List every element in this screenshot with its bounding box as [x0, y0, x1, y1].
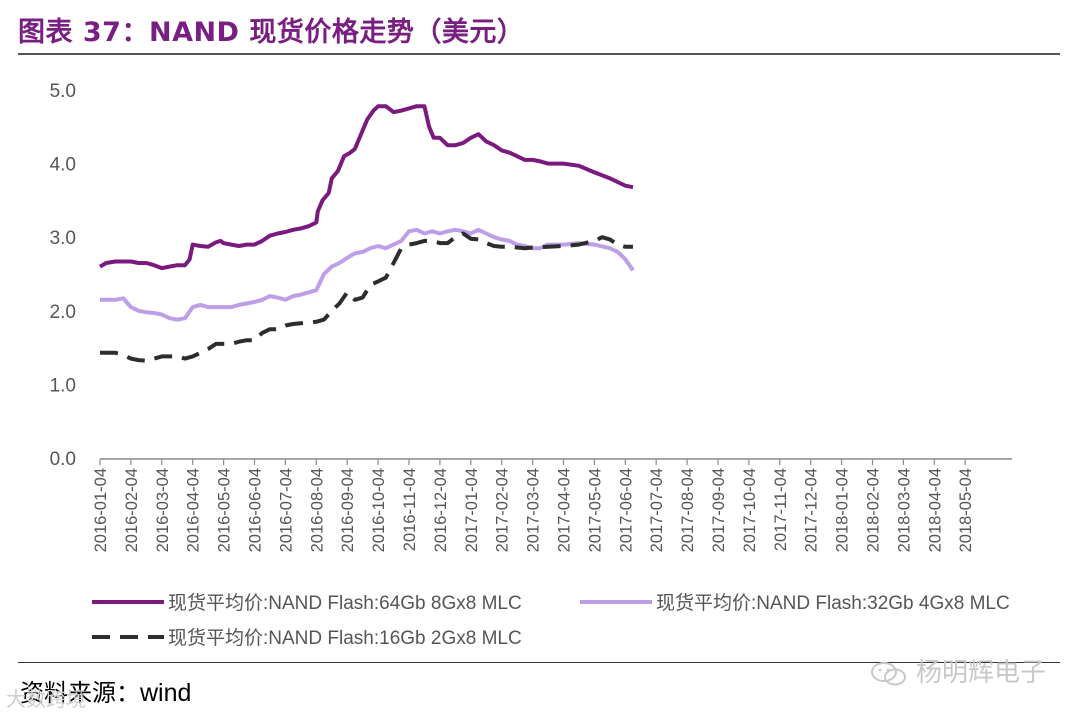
legend-label-1: 现货平均价:NAND Flash:64Gb 8Gx8 MLC — [168, 592, 522, 614]
watermark-right: 杨明辉电子 — [870, 652, 1046, 689]
x-tick-label: 2017-12-04 — [803, 468, 821, 552]
x-tick-label: 2016-06-04 — [247, 468, 265, 552]
x-tick-label: 2016-09-04 — [339, 468, 357, 552]
x-tick-label: 2016-04-04 — [185, 468, 203, 552]
chart-title: 图表 37：NAND 现货价格走势（美元） — [18, 17, 525, 48]
x-tick-label: 2017-07-04 — [648, 468, 666, 552]
x-tick-label: 2018-05-04 — [957, 468, 975, 552]
y-axis: 0.0 1.0 2.0 3.0 4.0 5.0 — [50, 81, 76, 470]
y-tick-label: 3.0 — [50, 228, 76, 249]
footer-divider — [18, 662, 1060, 663]
x-axis: 2016-01-04 2016-02-04 2016-03-04 2016-04-04… — [92, 458, 1012, 552]
x-tick-label: 2017-04-04 — [556, 468, 574, 552]
x-tick-label: 2016-03-04 — [154, 468, 172, 552]
legend-label-2: 现货平均价:NAND Flash:32Gb 4Gx8 MLC — [656, 592, 1010, 614]
source-label: 资料来源： — [20, 679, 140, 707]
series-line-3 — [100, 231, 633, 363]
x-tick-label: 2017-03-04 — [525, 468, 543, 552]
series-line-2 — [100, 227, 635, 322]
x-tick-label: 2017-06-04 — [617, 468, 635, 552]
wechat-icon — [870, 661, 906, 685]
x-tick-label: 2016-07-04 — [277, 468, 295, 552]
series-line-1 — [98, 104, 634, 271]
x-tick-label: 2017-09-04 — [710, 468, 728, 552]
series-lines — [98, 104, 635, 363]
x-tick-label: 2018-02-04 — [865, 468, 883, 552]
x-tick-label: 2016-01-04 — [92, 468, 110, 552]
y-tick-label: 5.0 — [50, 81, 76, 102]
watermark-text: 杨明辉电子 — [915, 658, 1046, 688]
watermark-left: 大数跨境 — [6, 687, 86, 711]
x-tick-label: 2016-12-04 — [432, 468, 450, 552]
title-divider — [18, 53, 1060, 55]
legend: 现货平均价:NAND Flash:64Gb 8Gx8 MLC 现货平均价:NAND… — [92, 592, 1010, 649]
x-tick-label: 2017-08-04 — [679, 468, 697, 552]
x-tick-label: 2016-11-04 — [401, 468, 419, 551]
x-tick-label: 2016-10-04 — [370, 468, 388, 552]
y-tick-label: 1.0 — [50, 375, 76, 396]
legend-label-3: 现货平均价:NAND Flash:16Gb 2Gx8 MLC — [168, 627, 522, 649]
x-tick-label: 2017-05-04 — [586, 468, 604, 552]
x-tick-label: 2017-11-04 — [772, 468, 790, 551]
x-tick-label: 2018-04-04 — [926, 468, 944, 552]
x-tick-label: 2016-02-04 — [123, 468, 141, 552]
x-tick-label: 2016-08-04 — [308, 468, 326, 552]
source-value: wind — [140, 679, 192, 707]
y-tick-label: 0.0 — [50, 449, 76, 470]
x-tick-label: 2017-01-04 — [463, 468, 481, 552]
y-tick-label: 2.0 — [50, 302, 76, 323]
x-tick-label: 2018-03-04 — [895, 468, 913, 552]
x-tick-label: 2017-02-04 — [494, 468, 512, 552]
source-note: 资料来源：wind — [20, 673, 191, 708]
x-tick-label: 2016-05-04 — [216, 468, 234, 552]
y-tick-label: 4.0 — [50, 155, 76, 176]
x-tick-label: 2018-01-04 — [834, 468, 852, 552]
line-chart: 0.01.02.03.04.05.0 2016-01-04 2016-02-04 2… — [50, 81, 1012, 649]
x-tick-label: 2017-10-04 — [741, 468, 759, 552]
